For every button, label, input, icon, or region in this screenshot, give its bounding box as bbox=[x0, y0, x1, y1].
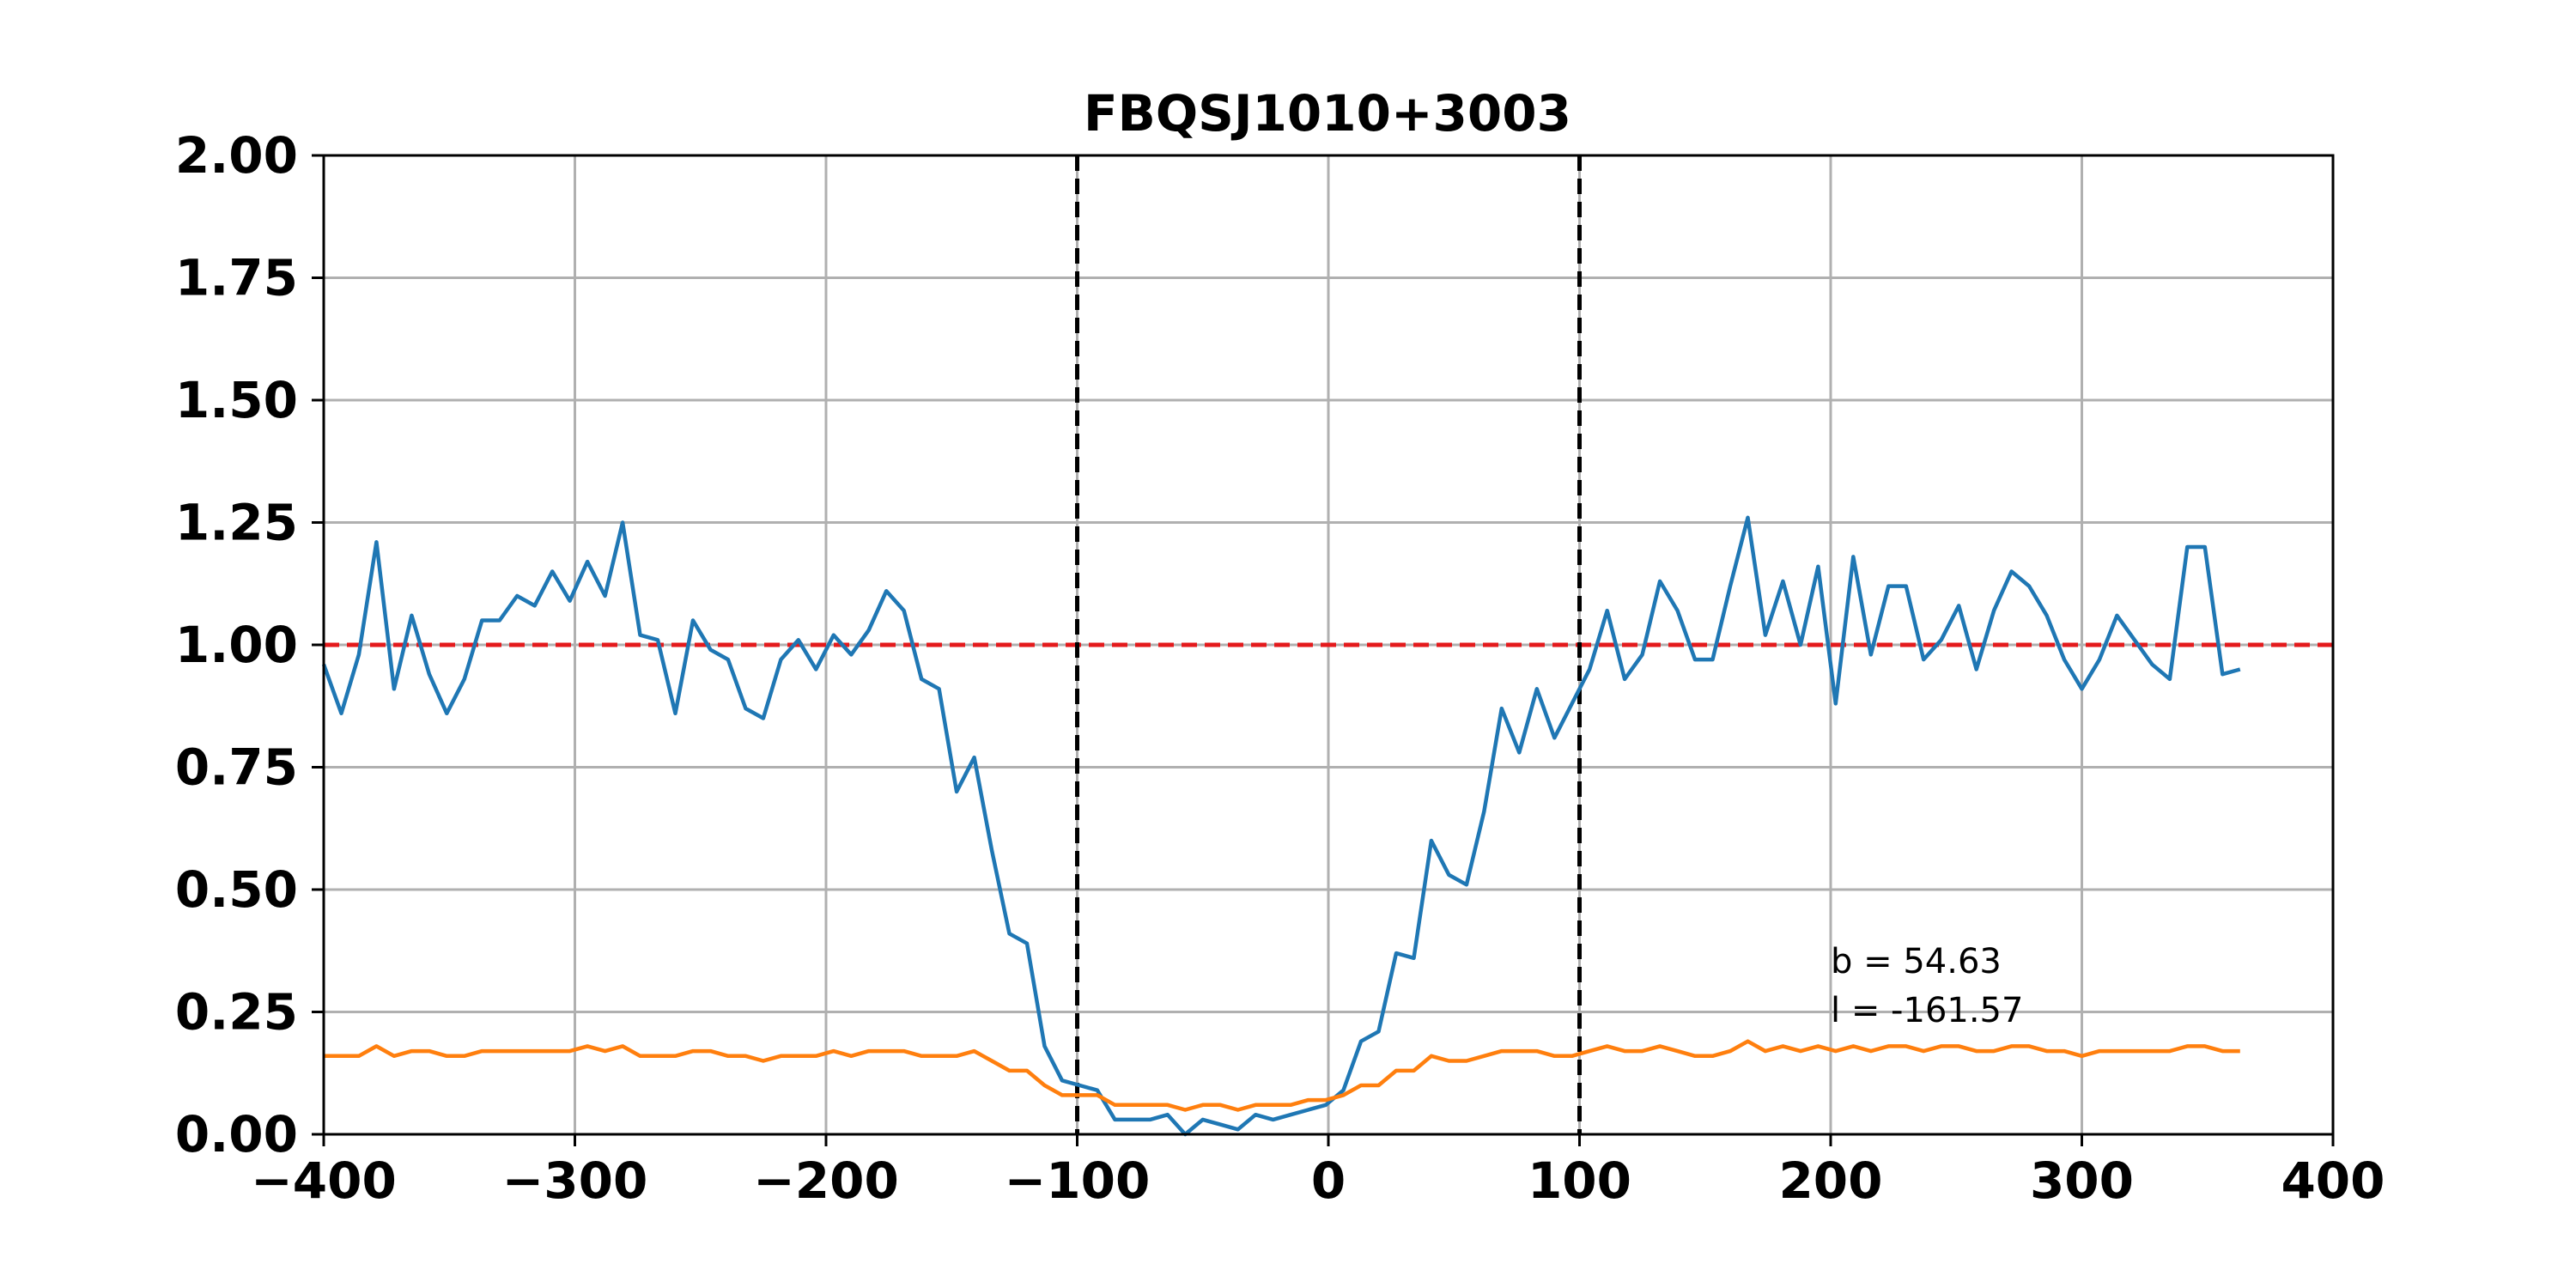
annotation-text: b = 54.63 bbox=[1831, 942, 2002, 981]
x-tick-label: 400 bbox=[2281, 1151, 2385, 1210]
y-tick-label: 0.00 bbox=[175, 1105, 298, 1163]
x-tick-label: −400 bbox=[251, 1151, 397, 1210]
y-tick-label: 1.00 bbox=[175, 616, 298, 674]
x-tick-label: −300 bbox=[502, 1151, 648, 1210]
x-tick-label: −100 bbox=[1005, 1151, 1151, 1210]
y-tick-label: 2.00 bbox=[175, 126, 298, 185]
x-tick-label: 200 bbox=[1778, 1151, 1882, 1210]
y-tick-label: 1.75 bbox=[175, 249, 298, 307]
x-tick-label: 300 bbox=[2030, 1151, 2134, 1210]
series-line-error bbox=[324, 1039, 2240, 1112]
axis-ticks: −400 −300 −200 −100 0 100 200 300 400 0.00 0.25 0.5… bbox=[175, 126, 2385, 1210]
annotations: b = 54.63 l = -161.57 bbox=[1831, 942, 2023, 1030]
y-tick-label: 0.75 bbox=[175, 738, 298, 797]
y-tick-label: 1.50 bbox=[175, 371, 298, 429]
y-tick-label: 0.25 bbox=[175, 983, 298, 1042]
chart-title: FBQSJ1010+3003 bbox=[1084, 84, 1571, 143]
annotation-text: l = -161.57 bbox=[1831, 991, 2023, 1030]
y-tick-label: 1.25 bbox=[175, 494, 298, 552]
series-line-flux bbox=[321, 515, 2241, 1137]
series-lines bbox=[321, 515, 2241, 1137]
x-tick-label: 0 bbox=[1311, 1151, 1346, 1210]
y-tick-label: 0.50 bbox=[175, 860, 298, 919]
x-tick-label: −200 bbox=[753, 1151, 899, 1210]
x-tick-label: 100 bbox=[1528, 1151, 1631, 1210]
